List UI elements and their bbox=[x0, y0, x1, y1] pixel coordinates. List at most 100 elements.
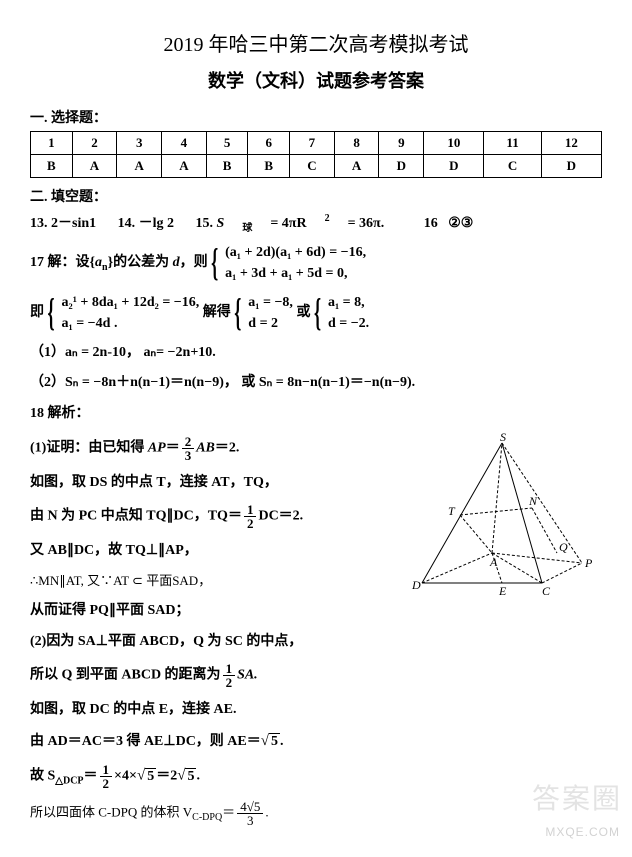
col-num: 6 bbox=[248, 132, 290, 155]
f15-e: = 36π. bbox=[348, 216, 385, 231]
t: 或 bbox=[296, 305, 310, 320]
q18-head: 18 解析： bbox=[30, 403, 602, 425]
t: 17 解：设{ bbox=[30, 255, 95, 270]
n: 1 bbox=[100, 763, 113, 777]
lbl-T: T bbox=[448, 504, 456, 518]
f15-a: S bbox=[217, 216, 225, 231]
f16-c2: ② bbox=[448, 216, 461, 231]
f15-d: 2 bbox=[325, 213, 330, 224]
t: 5 bbox=[145, 768, 156, 784]
d: 2 bbox=[223, 676, 236, 689]
t: 所以 Q 到平面 ABCD 的距离为 bbox=[30, 668, 221, 683]
t: AP bbox=[148, 441, 166, 456]
t: 由 AD＝AC＝3 得 AE⊥DC，则 AE＝ bbox=[30, 734, 261, 749]
table-row: B A A A B B C A D D C D bbox=[31, 155, 602, 178]
ans-cell: A bbox=[162, 155, 207, 178]
page-title-1: 2019 年哈三中第二次高考模拟考试 bbox=[30, 28, 602, 57]
t: d bbox=[173, 255, 180, 270]
t: 由 N 为 PC 中点知 TQ∥DC，TQ＝ bbox=[30, 509, 242, 524]
t: }的公差为 bbox=[108, 255, 173, 270]
t: DC＝2. bbox=[258, 509, 303, 524]
q18-l9: 如图，取 DC 的中点 E，连接 AE. bbox=[30, 699, 602, 720]
ans-cell: A bbox=[334, 155, 379, 178]
q18-l11: 故 S△DCP＝12×4×√5＝2√5. bbox=[30, 763, 602, 790]
q17-sys1: (a₁ + 2d)(a₁ + 6d) = −16, a₁ + 3d + a₁ +… bbox=[211, 242, 366, 284]
ans-cell: D bbox=[541, 155, 601, 178]
ans-cell: B bbox=[31, 155, 73, 178]
n: 1 bbox=[223, 662, 236, 676]
lbl-C: C bbox=[542, 584, 551, 598]
fill-blanks: 13. 2－sin1 14. －lg 2 15. S球= 4πR2= 36π. … bbox=[30, 212, 602, 234]
ans-cell: D bbox=[379, 155, 424, 178]
d: 2 bbox=[244, 517, 257, 530]
t: (1)证明：由已知得 bbox=[30, 441, 148, 456]
t: ＝ bbox=[166, 441, 180, 456]
n: 2 bbox=[182, 435, 195, 449]
lbl-S: S bbox=[500, 433, 506, 444]
col-num: 10 bbox=[424, 132, 484, 155]
t: 解得 bbox=[203, 305, 231, 320]
f15-c: = 4πR bbox=[270, 216, 306, 231]
f13-num: 13. bbox=[30, 216, 48, 231]
t: 5 bbox=[269, 733, 280, 749]
lbl-A: A bbox=[489, 555, 498, 569]
answers-table: 1 2 3 4 5 6 7 8 9 10 11 12 B A A A B B C… bbox=[30, 131, 602, 178]
f14-val: －lg 2 bbox=[139, 216, 174, 231]
t: ×4× bbox=[114, 769, 137, 784]
r: a₂¹ + 8da₁ + 12d₂ = −16, bbox=[62, 292, 200, 313]
lbl-N: N bbox=[528, 494, 538, 508]
col-num: 5 bbox=[206, 132, 248, 155]
t: SA. bbox=[237, 668, 258, 683]
lbl-E: E bbox=[498, 584, 507, 598]
section-2-heading: 二. 填空题： bbox=[30, 186, 602, 206]
section-1-heading: 一. 选择题： bbox=[30, 107, 602, 127]
r: a₁ = 8, bbox=[328, 292, 369, 313]
q17-part1: （1）aₙ = 2n-10， aₙ= −2n+10. bbox=[30, 342, 602, 364]
tetrahedron-diagram: S T D A E C P N Q bbox=[402, 433, 602, 613]
t: . bbox=[265, 804, 268, 819]
d: 3 bbox=[237, 814, 263, 827]
r: d = −2. bbox=[328, 313, 369, 334]
q17-intro: 17 解：设{an}的公差为 d，则 (a₁ + 2d)(a₁ + 6d) = … bbox=[30, 242, 602, 284]
d: 2 bbox=[100, 777, 113, 790]
col-num: 11 bbox=[484, 132, 541, 155]
ans-cell: B bbox=[248, 155, 290, 178]
q17-line2: 即 a₂¹ + 8da₁ + 12d₂ = −16, a₁ = −4d . 解得… bbox=[30, 292, 602, 334]
d: 3 bbox=[182, 449, 195, 462]
ans-cell: B bbox=[206, 155, 248, 178]
col-num: 8 bbox=[334, 132, 379, 155]
f15-num: 15. bbox=[196, 216, 214, 231]
q17-sys2: a₂¹ + 8da₁ + 12d₂ = −16, a₁ = −4d . bbox=[48, 292, 200, 334]
table-row: 1 2 3 4 5 6 7 8 9 10 11 12 bbox=[31, 132, 602, 155]
ans-cell: C bbox=[290, 155, 335, 178]
r: a₁ = −4d . bbox=[62, 313, 200, 334]
q18-l10: 由 AD＝AC＝3 得 AE⊥DC，则 AE＝√5. bbox=[30, 730, 602, 753]
q17-sys4: a₁ = 8, d = −2. bbox=[314, 292, 369, 334]
watermark-sub: MXQE.COM bbox=[545, 825, 620, 839]
f13-val: 2－sin1 bbox=[51, 216, 96, 231]
n: 4√5 bbox=[237, 800, 263, 814]
ans-cell: D bbox=[424, 155, 484, 178]
t: 5 bbox=[185, 768, 196, 784]
n: 1 bbox=[244, 503, 257, 517]
t: 所以四面体 C-DPQ 的体积 V bbox=[30, 804, 192, 819]
ans-cell: A bbox=[72, 155, 117, 178]
f15-b: 球 bbox=[242, 223, 252, 234]
r: a₁ = −8, bbox=[248, 292, 293, 313]
f14-num: 14. bbox=[118, 216, 136, 231]
f16-num: 16 bbox=[424, 216, 438, 231]
q17-part2: （2）Sₙ = −8n＋n(n−1)＝n(n−9)， 或 Sₙ = 8n−n(n… bbox=[30, 372, 602, 394]
ans-cell: C bbox=[484, 155, 541, 178]
t: ，则 bbox=[180, 255, 208, 270]
q18-l12: 所以四面体 C-DPQ 的体积 VC-DPQ＝4√53. bbox=[30, 800, 602, 827]
f16-c3: ③ bbox=[461, 216, 474, 231]
q18-l8: 所以 Q 到平面 ABCD 的距离为12SA. bbox=[30, 662, 602, 689]
t: ＝ bbox=[222, 804, 235, 819]
t: C-DPQ bbox=[192, 812, 222, 823]
t: ＝2. bbox=[215, 441, 240, 456]
t: △DCP bbox=[55, 775, 83, 786]
q18-l7: (2)因为 SA⊥平面 ABCD，Q 为 SC 的中点， bbox=[30, 631, 602, 652]
lbl-D: D bbox=[411, 578, 421, 592]
col-num: 9 bbox=[379, 132, 424, 155]
lbl-Q: Q bbox=[559, 540, 568, 554]
